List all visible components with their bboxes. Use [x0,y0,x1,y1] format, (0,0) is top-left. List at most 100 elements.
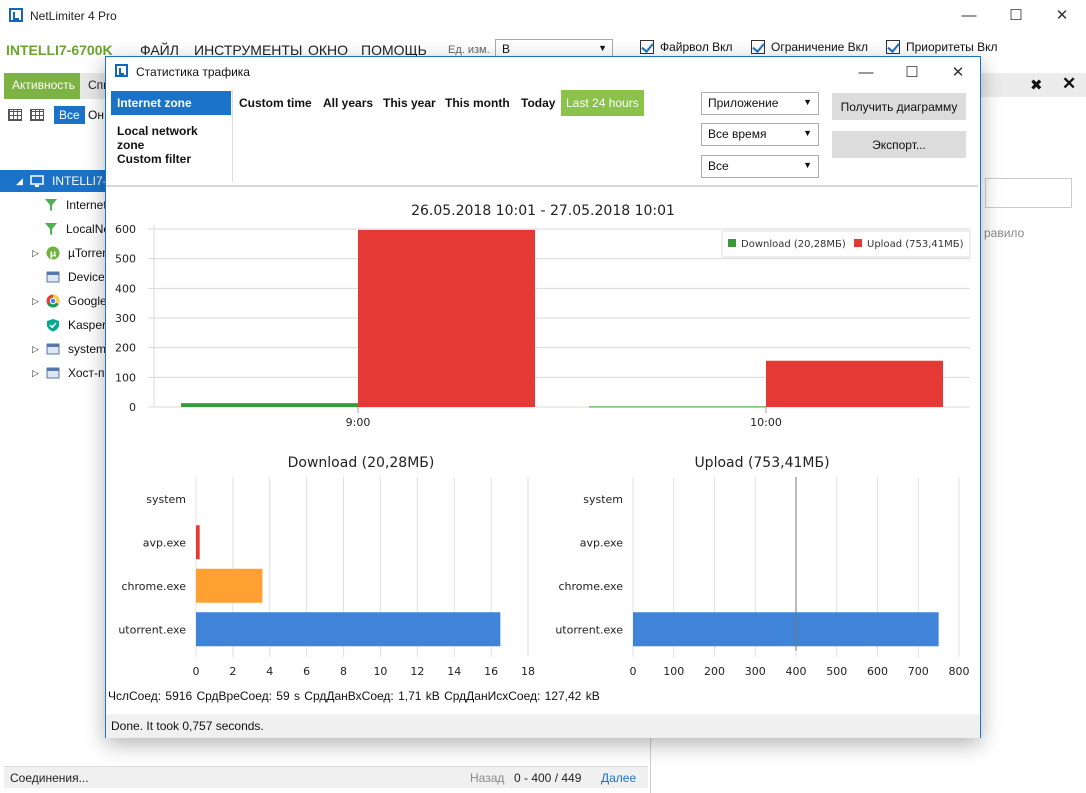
chrome-icon [46,294,60,308]
group-by-select[interactable]: Приложение ▼ [701,92,819,115]
upload-x-tick-label: 0 [630,665,637,678]
tab-activity[interactable]: Активность [4,73,84,99]
priority-label: Приоритеты Вкл [906,40,998,54]
filter-icon [45,223,57,235]
menu-window[interactable]: ОКНО [308,42,349,58]
legend-download-swatch [728,239,736,247]
download-bar [589,406,766,408]
y-tick-label: 100 [115,371,136,384]
dialog-status-text: Done. It took 0,757 seconds. [111,719,264,733]
maximize-icon[interactable]: ☐ [905,64,919,81]
menu-help[interactable]: ПОМОЩЬ [361,42,427,58]
maximize-icon[interactable]: ☐ [1009,7,1023,24]
download-x-tick-label: 6 [303,665,310,678]
range-this-year[interactable]: This year [383,96,436,110]
tree-item-host[interactable]: ◢ INTELLI7-6 [0,170,106,192]
close-panel-icon[interactable]: ✕ [1062,74,1077,93]
upload-x-tick-label: 800 [949,665,970,678]
zone-local-network[interactable]: Local network zone [117,124,198,152]
dialog-titlebar: Статистика трафика — ☐ ✕ [106,57,980,87]
menu-file[interactable]: ФАЙЛ [140,42,179,58]
download-bar [196,568,263,603]
range-last-24-hours[interactable]: Last 24 hours [561,90,644,116]
menu-tools[interactable]: ИНСТРУМЕНТЫ [194,42,303,58]
get-chart-button[interactable]: Получить диаграмму [832,93,966,120]
upload-x-tick-label: 300 [745,665,766,678]
list-view-icon[interactable] [30,109,44,121]
tree-item-label: Internet [66,198,106,212]
limit-label: Ограничение Вкл [771,40,869,54]
download-category-label: system [146,493,186,506]
minimize-icon[interactable]: — [858,63,874,81]
upload-x-tick-label: 500 [826,665,847,678]
tree-item-device[interactable]: Device [0,266,106,288]
expand-icon[interactable]: ▷ [32,295,39,306]
close-icon[interactable]: ✕ [951,64,965,81]
priority-checkbox[interactable]: Приоритеты Вкл [886,40,998,54]
range-custom-time[interactable]: Custom time [239,96,312,110]
scope-value: Все [708,159,729,173]
tree-item-utorrent[interactable]: ▷ µ µTorren [0,242,106,264]
firewall-label: Файрвол Вкл [660,40,733,54]
range-this-month[interactable]: This month [445,96,510,110]
minimize-icon[interactable]: — [961,6,977,24]
computer-icon [30,175,44,187]
kaspersky-icon [47,319,59,332]
units-value: B [502,42,511,56]
tree-item-host-process[interactable]: ▷ Хост-п [0,362,106,384]
download-category-label: chrome.exe [121,580,186,593]
close-icon[interactable]: ✕ [1055,7,1069,24]
back-link[interactable]: Назад [470,771,505,785]
app-window-icon [46,367,60,379]
grid-view-icon[interactable] [8,109,22,121]
download-bar [196,612,501,647]
download-x-tick-label: 12 [410,665,424,678]
tree-item-label: Хост-п [68,366,105,380]
next-link[interactable]: Далее [601,771,637,785]
chevron-down-icon: ▼ [598,43,607,53]
tree-item-system[interactable]: ▷ system [0,338,106,360]
filter-all-button[interactable]: Все [54,106,85,124]
upload-bar [358,229,535,407]
app-window-icon [46,343,60,355]
firewall-checkbox[interactable]: Файрвол Вкл [640,40,733,54]
download-x-tick-label: 18 [521,665,535,678]
limit-checkbox[interactable]: Ограничение Вкл [751,40,868,54]
tree-item-google[interactable]: ▷ Google [0,290,106,312]
period-select[interactable]: Все время ▼ [701,123,819,146]
page-range: 0 - 400 / 449 [514,771,582,785]
tree-item-label: INTELLI7-6 [52,174,106,188]
scope-select[interactable]: Все ▼ [701,155,819,178]
range-today[interactable]: Today [521,96,556,110]
legend-upload-label: Upload (753,41МБ) [867,239,964,250]
filter-online-button[interactable]: Он. [88,108,108,122]
export-button[interactable]: Экспорт... [832,131,966,158]
download-category-label: avp.exe [143,536,186,549]
download-x-tick-label: 0 [193,665,200,678]
zone-internet[interactable]: Internet zone [111,91,231,115]
tree-item-label: Google [68,294,106,308]
rule-input[interactable] [985,178,1072,208]
tree-item-localnet[interactable]: LocalNe [0,218,106,240]
legend-upload-swatch [854,239,862,247]
legend-box [721,230,971,258]
tree-item-internet[interactable]: Internet [0,194,106,216]
y-tick-label: 500 [115,253,136,266]
status-text: Соединения... [10,771,89,785]
pin-icon[interactable]: ✖ [1030,77,1043,94]
range-all-years[interactable]: All years [323,96,374,110]
window-title: NetLimiter 4 Pro [30,9,117,23]
download-x-tick-label: 4 [266,665,273,678]
expand-icon[interactable]: ▷ [32,367,39,378]
collapse-icon[interactable]: ◢ [16,175,23,186]
tree-item-kaspersky[interactable]: Kaspers [0,314,106,336]
expand-icon[interactable]: ▷ [32,343,39,354]
checkbox-checked-icon [751,40,765,54]
zone-list: Internet zone Local network zone Custom … [109,90,233,182]
upload-x-tick-label: 700 [908,665,929,678]
expand-icon[interactable]: ▷ [32,247,39,258]
netlimiter-logo-icon [115,64,128,77]
zone-custom-filter[interactable]: Custom filter [117,152,192,166]
y-tick-label: 400 [115,282,136,295]
download-bar [196,525,200,560]
